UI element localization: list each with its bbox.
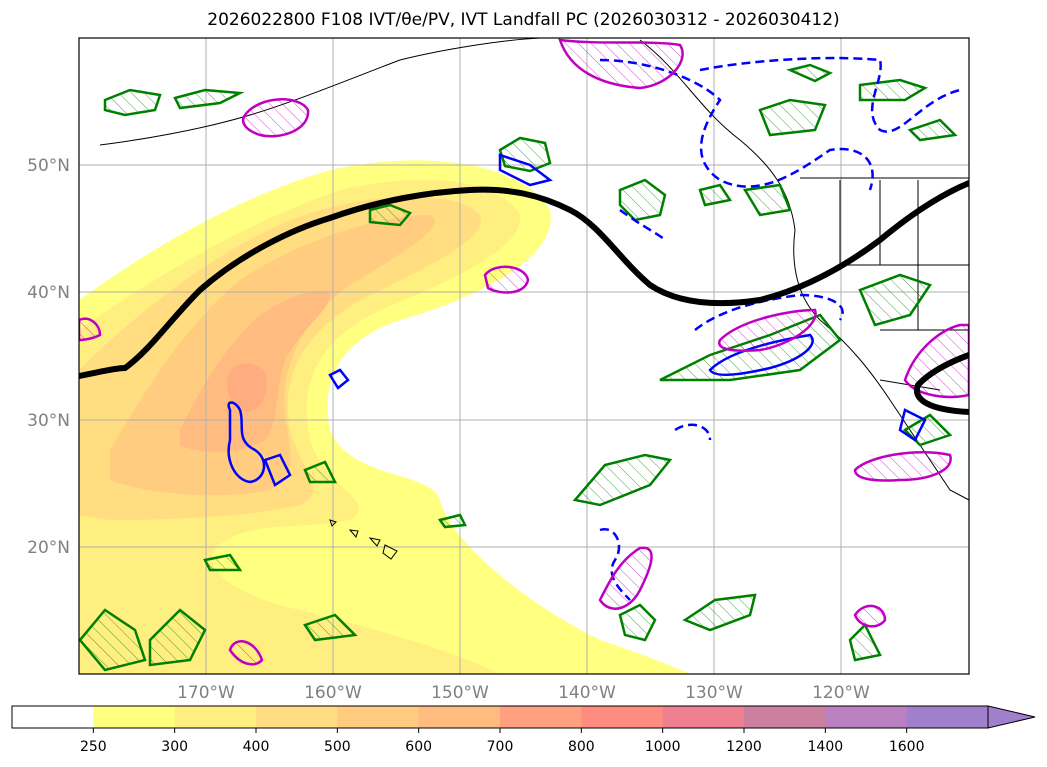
green-contour-9: [786, 63, 833, 83]
green-contour-16: [618, 603, 657, 642]
colorbar: 250 300 400 500 600 700 800 1000 1200 1400 1600: [11, 705, 1036, 755]
figure-title: 2026022800 F108 IVT/θe/PV, IVT Landfall …: [207, 10, 840, 30]
colorbar-tick-labels: 250 300 400 500 600 700 800 1000 1200 1400 1600: [80, 728, 925, 755]
latitude-labels: 50°N 40°N 30°N 20°N: [27, 156, 70, 558]
green-contour-19: [303, 613, 358, 642]
pv-secondary-line: [913, 352, 969, 415]
green-contour-3: [368, 203, 413, 227]
map-frame: [78, 37, 970, 675]
magenta-contour-2: [483, 265, 530, 294]
colorbar-tick-label: 1000: [645, 739, 681, 755]
north-america-coast: [639, 39, 969, 501]
colorbar-swatch: [581, 706, 664, 728]
blue-solid-contours: [227, 153, 927, 487]
colorbar-swatch: [93, 706, 176, 728]
magenta-contour-5: [598, 546, 653, 610]
lat-label-20n: 20°N: [27, 538, 70, 558]
magenta-contour-10: [853, 604, 887, 628]
colorbar-swatch: [825, 706, 908, 728]
green-contour-18: [148, 608, 207, 667]
lon-label-140w: 140°W: [558, 683, 616, 703]
green-contour-15: [682, 593, 757, 632]
magenta-contour-1: [241, 98, 310, 138]
colorbar-tick-label: 700: [487, 739, 514, 755]
blue-dashed-6: [619, 208, 666, 241]
colorbar-swatch: [662, 706, 745, 728]
green-contour-13: [858, 273, 932, 327]
colorbar-swatch: [906, 706, 989, 728]
blue-contour-1: [227, 401, 266, 484]
colorbar-extend-arrow: [987, 705, 1036, 729]
colorbar-swatch: [744, 706, 826, 728]
colorbar-tick-label: 300: [161, 739, 188, 755]
green-contour-5: [618, 178, 667, 222]
hawaii-islands: [329, 519, 398, 560]
colorbar-tick-label: 250: [80, 739, 107, 755]
lat-label-30n: 30°N: [27, 411, 70, 431]
lat-label-50n: 50°N: [27, 156, 70, 176]
colorbar-swatch: [256, 706, 338, 728]
magenta-contour-7: [853, 451, 952, 482]
colorbar-swatch: [337, 706, 420, 728]
longitude-labels: 170°W 160°W 150°W 140°W 130°W 120°W: [177, 683, 870, 703]
green-contour-4: [498, 136, 552, 173]
coastlines: [99, 38, 969, 560]
blue-contour-5: [498, 153, 553, 187]
lon-label-170w: 170°W: [177, 683, 235, 703]
green-contour-10: [858, 78, 929, 102]
pv-contour-lines: [79, 180, 969, 415]
green-contour-22: [303, 460, 338, 484]
green-contour-23: [437, 513, 467, 529]
green-contour-11: [907, 118, 958, 142]
blue-dashed-contours: [599, 56, 961, 601]
green-contour-21: [203, 553, 243, 572]
ivt-700-fill: [226, 363, 267, 412]
lon-label-150w: 150°W: [431, 683, 489, 703]
graticule: [79, 38, 969, 674]
colorbar-tick-label: 500: [324, 739, 351, 755]
blue-dashed-3: [694, 293, 844, 331]
colorbar-swatch: [418, 706, 501, 728]
lon-label-130w: 130°W: [685, 683, 743, 703]
colorbar-tick-label: 400: [243, 739, 270, 755]
green-contour-17: [79, 608, 147, 672]
colorbar-tick-label: 1400: [808, 739, 844, 755]
lon-label-160w: 160°W: [304, 683, 362, 703]
colorbar-swatch: [174, 706, 257, 728]
green-contour-6: [698, 183, 733, 207]
lat-label-40n: 40°N: [27, 283, 70, 303]
blue-dashed-1: [599, 58, 874, 191]
colorbar-tick-label: 800: [568, 739, 595, 755]
blue-contour-6: [898, 408, 927, 442]
green-contour-8: [758, 98, 827, 137]
green-contour-20: [848, 622, 882, 662]
blue-dashed-2: [699, 56, 961, 133]
lon-label-120w: 120°W: [812, 683, 870, 703]
colorbar-swatches: [12, 706, 989, 728]
colorbar-swatch: [12, 706, 94, 728]
blue-contour-4: [328, 368, 350, 390]
colorbar-tick-label: 1200: [726, 739, 762, 755]
pv-main-line: [79, 180, 969, 379]
green-contour-2: [173, 88, 245, 110]
magenta-contour-9: [228, 640, 264, 666]
green-contour-7: [742, 183, 792, 217]
magenta-contour-4: [558, 38, 684, 90]
magenta-contour-8: [79, 317, 102, 342]
blue-contour-2: [263, 453, 292, 487]
colorbar-tick-label: 600: [405, 739, 432, 755]
green-contour-14: [572, 453, 673, 507]
state-boundaries: [839, 180, 969, 391]
colorbar-swatch: [500, 706, 582, 728]
colorbar-tick-label: 1600: [889, 739, 925, 755]
green-contour-1: [103, 88, 162, 117]
alaska-coast: [99, 38, 541, 146]
blue-dashed-5: [674, 423, 712, 441]
magenta-contour-3: [718, 308, 817, 352]
